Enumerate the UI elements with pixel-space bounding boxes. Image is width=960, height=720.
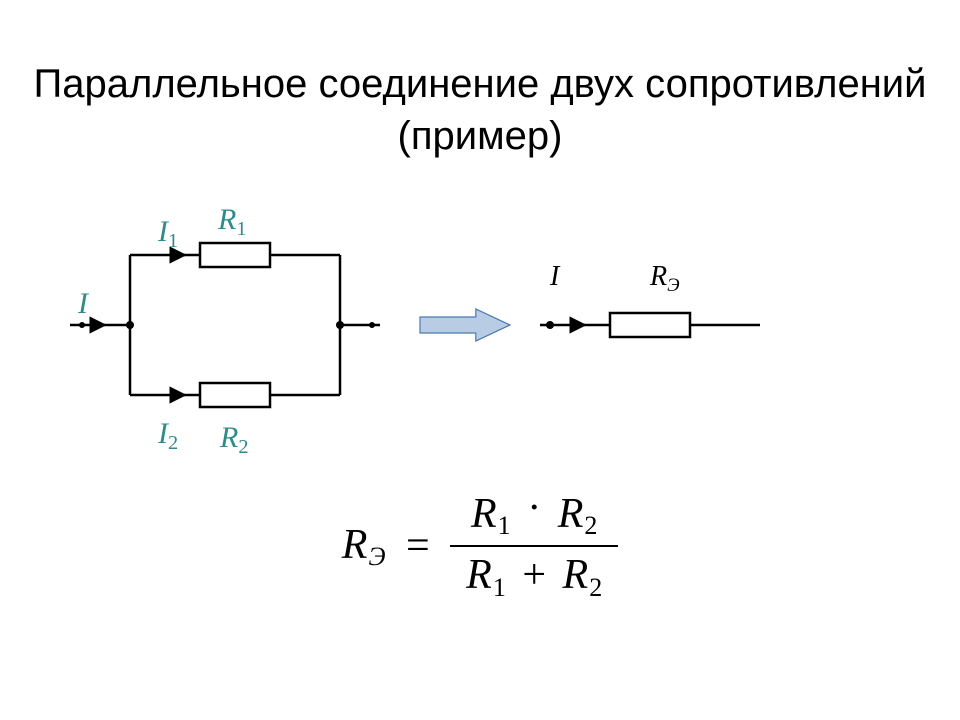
equals-sign: = xyxy=(406,522,430,570)
num-right-var: R xyxy=(558,491,584,537)
den-right-sub: 2 xyxy=(589,573,602,602)
label-i2: I2 xyxy=(157,417,178,454)
formula-lhs-var: R xyxy=(342,522,368,568)
formula-lhs-sub: Э xyxy=(368,542,385,571)
label-r2: R2 xyxy=(219,421,249,458)
num-left-sub: 1 xyxy=(498,511,511,540)
num-left-var: R xyxy=(471,491,497,537)
transform-arrow-icon xyxy=(420,309,510,341)
right-circuit: I RЭ xyxy=(540,261,760,337)
den-left-sub: 1 xyxy=(493,573,506,602)
resistor-r2 xyxy=(200,383,270,407)
label-i-eq: I xyxy=(549,261,561,292)
circuit-diagram: I I1 I2 R1 R2 I RЭ xyxy=(40,195,920,475)
left-circuit: I I1 I2 R1 R2 xyxy=(70,203,380,458)
label-i: I xyxy=(77,287,90,320)
den-right-var: R xyxy=(563,552,589,598)
slide-title: Параллельное соединение двух сопротивлен… xyxy=(0,58,960,162)
mult-dot: · xyxy=(527,485,541,531)
label-r1: R1 xyxy=(217,203,247,240)
resistor-r1 xyxy=(200,243,270,267)
den-left-var: R xyxy=(466,552,492,598)
formula: RЭ = R1 · R2 R1 + R2 xyxy=(0,490,960,603)
label-re: RЭ xyxy=(649,261,680,296)
plus-sign: + xyxy=(522,552,546,598)
resistor-re xyxy=(610,313,690,337)
label-i1: I1 xyxy=(157,215,178,252)
num-right-sub: 2 xyxy=(584,511,597,540)
